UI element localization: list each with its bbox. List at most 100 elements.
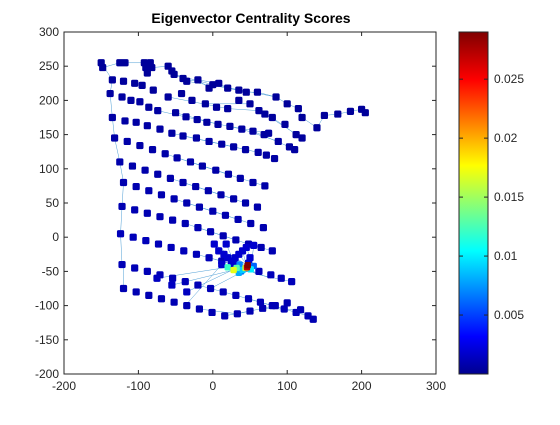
graph-node xyxy=(224,105,232,113)
graph-node xyxy=(194,224,202,232)
graph-node xyxy=(183,302,191,310)
graph-edge xyxy=(199,308,238,315)
graph-node xyxy=(253,88,262,96)
y-tick-label: -50 xyxy=(42,264,60,278)
graph-node xyxy=(181,278,189,286)
graph-node xyxy=(224,264,231,271)
graph-node xyxy=(292,308,300,317)
y-tick-label: -150 xyxy=(35,333,59,347)
graph-node xyxy=(205,137,213,146)
graph-node xyxy=(145,187,153,195)
points-layer xyxy=(97,59,369,323)
graph-node xyxy=(209,207,217,215)
graph-node xyxy=(156,213,164,221)
graph-node xyxy=(108,76,116,84)
graph-node xyxy=(132,118,140,126)
graph-node xyxy=(167,243,175,252)
graph-node xyxy=(224,170,233,178)
graph-node xyxy=(272,93,280,101)
graph-node xyxy=(193,115,201,124)
graph-node xyxy=(127,96,135,104)
graph-edge xyxy=(182,182,222,196)
graph-edge xyxy=(185,264,222,306)
graph-node xyxy=(169,274,177,282)
graph-node xyxy=(238,125,246,133)
graph-edge xyxy=(120,233,123,265)
graph-node xyxy=(192,182,200,191)
graph-node xyxy=(222,240,230,248)
graph-node xyxy=(198,162,206,170)
graph-node xyxy=(242,88,250,96)
graph-node xyxy=(182,113,190,121)
graph-node xyxy=(148,63,156,72)
y-tick-label: -200 xyxy=(35,367,59,381)
graph-node xyxy=(201,100,209,108)
graph-node xyxy=(116,230,125,238)
graph-node xyxy=(219,232,227,240)
graph-node xyxy=(177,89,186,98)
colorbar-tick-label: 0.025 xyxy=(494,72,524,86)
graph-node xyxy=(256,298,265,306)
graph-node xyxy=(154,240,163,248)
graph-node xyxy=(164,93,172,101)
y-tick-label: 300 xyxy=(39,25,59,39)
graph-node xyxy=(267,271,275,279)
graph-edge xyxy=(186,202,226,216)
x-tick-label: 100 xyxy=(277,379,297,393)
graph-node xyxy=(195,305,204,313)
graph-node xyxy=(268,113,276,122)
graph-node xyxy=(259,224,267,232)
graph-node xyxy=(247,219,255,228)
graph-node xyxy=(118,202,126,211)
graph-node xyxy=(136,98,144,106)
graph-node xyxy=(214,120,222,128)
graph-node xyxy=(249,127,257,135)
graph-node xyxy=(221,211,230,219)
colorbar-tick-label: 0.01 xyxy=(494,249,518,263)
graph-node xyxy=(128,162,137,170)
graph-node xyxy=(154,170,162,178)
graph-node xyxy=(119,77,128,85)
graph-node xyxy=(192,134,201,142)
graph-node xyxy=(183,199,191,207)
graph-node xyxy=(224,84,232,92)
graph-node xyxy=(249,178,257,187)
graph-node xyxy=(179,178,187,187)
graph-node xyxy=(230,143,238,151)
y-tick-label: 100 xyxy=(39,162,59,176)
graph-node xyxy=(186,158,195,166)
graph-node xyxy=(138,81,146,89)
graph-node xyxy=(218,140,226,148)
graph-node xyxy=(246,307,254,315)
graph-node xyxy=(121,59,129,67)
graph-node xyxy=(206,284,215,293)
graph-node xyxy=(334,110,342,118)
graph-edge xyxy=(120,206,123,234)
graph-node xyxy=(257,243,265,252)
graph-node xyxy=(208,308,216,317)
graph-node xyxy=(221,312,229,320)
graph-node xyxy=(166,174,174,182)
graph-node xyxy=(192,250,201,258)
graph-node xyxy=(205,254,213,262)
x-tick-label: 200 xyxy=(352,379,372,393)
graph-node xyxy=(131,79,139,87)
graph-node xyxy=(194,76,202,84)
graph-node xyxy=(157,191,166,199)
graph-node xyxy=(180,247,188,255)
graph-node xyxy=(170,298,178,306)
graph-node xyxy=(206,228,215,236)
graph-edge xyxy=(258,274,292,282)
graph-edge xyxy=(121,182,124,207)
graph-node xyxy=(168,129,176,137)
plot-area xyxy=(64,32,436,374)
graph-node xyxy=(132,288,140,296)
graph-node xyxy=(172,109,180,117)
graph-node xyxy=(179,132,187,140)
graph-node xyxy=(118,93,126,101)
x-tick-label: 300 xyxy=(426,379,446,393)
graph-node xyxy=(230,195,238,203)
graph-node xyxy=(116,158,124,166)
graph-edge xyxy=(114,137,121,163)
